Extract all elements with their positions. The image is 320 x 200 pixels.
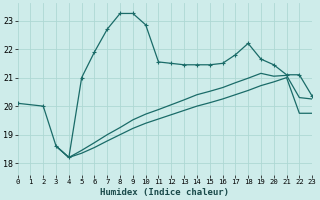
X-axis label: Humidex (Indice chaleur): Humidex (Indice chaleur) bbox=[100, 188, 229, 197]
